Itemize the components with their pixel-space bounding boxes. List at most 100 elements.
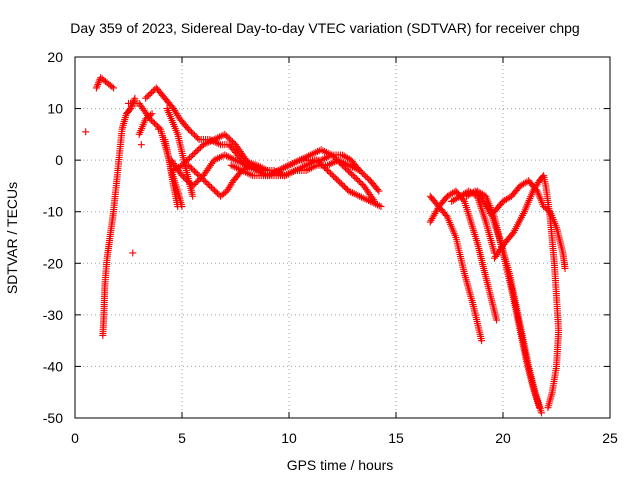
data-point (189, 130, 197, 138)
data-point (183, 176, 191, 184)
data-point (362, 172, 370, 180)
data-point (339, 181, 347, 189)
data-point (348, 170, 356, 178)
data-point (235, 158, 243, 166)
data-point (312, 148, 320, 156)
data-point (192, 133, 200, 141)
data-point (370, 199, 378, 207)
data-point (247, 171, 255, 179)
data-point (327, 169, 335, 177)
data-point-isolated (82, 128, 90, 136)
data-point (142, 94, 150, 102)
x-tick-label: 20 (495, 430, 511, 446)
data-point (181, 158, 189, 166)
data-point (361, 195, 369, 203)
data-point-isolated (129, 249, 137, 257)
data-point (337, 180, 345, 188)
data-point (360, 171, 368, 179)
data-point (228, 138, 236, 146)
x-tick-label: 5 (178, 430, 186, 446)
data-point (348, 189, 356, 197)
data-point (231, 163, 239, 171)
data-point (561, 264, 569, 272)
data-point (208, 136, 216, 144)
data-point (189, 166, 197, 174)
data-point (150, 119, 158, 127)
y-tick-label: -50 (43, 410, 63, 426)
data-point (148, 110, 156, 118)
data-point (280, 164, 288, 172)
data-point (290, 167, 298, 175)
data-point (346, 169, 354, 177)
data-point (544, 404, 552, 412)
data-point (254, 164, 262, 172)
data-point (146, 90, 154, 98)
data-point (143, 93, 151, 101)
data-point (258, 166, 266, 174)
data-point (227, 136, 235, 144)
data-point (252, 163, 260, 171)
data-point (149, 118, 157, 126)
data-point (178, 203, 186, 211)
data-point (355, 178, 363, 186)
data-point (192, 148, 200, 156)
data-point (224, 133, 232, 141)
data-point (194, 134, 202, 142)
data-point (340, 183, 348, 191)
data-point (375, 202, 383, 210)
data-point (110, 84, 118, 92)
data-point (210, 186, 218, 194)
data-point (295, 165, 303, 173)
data-point (187, 152, 195, 160)
data-point (184, 125, 192, 133)
x-tick-label: 0 (71, 430, 79, 446)
data-point (336, 178, 344, 186)
data-point (338, 158, 346, 166)
data-point (327, 160, 335, 168)
data-point (225, 135, 233, 143)
data-point (319, 162, 327, 170)
data-point (196, 144, 204, 152)
data-point (187, 128, 195, 136)
data-point (94, 81, 102, 89)
data-point (209, 185, 217, 193)
data-point (197, 173, 205, 181)
data-point (331, 174, 339, 182)
data-point (148, 88, 156, 96)
x-tick-label: 15 (388, 430, 404, 446)
data-point (300, 162, 308, 170)
data-point (95, 79, 103, 87)
data-point (281, 172, 289, 180)
data-point (221, 130, 229, 138)
data-point (283, 162, 291, 170)
x-tick-label: 10 (281, 430, 297, 446)
data-point (191, 131, 199, 139)
chart-title: Day 359 of 2023, Sidereal Day-to-day VTE… (70, 20, 579, 36)
data-point (285, 161, 293, 169)
data-point-isolated (137, 141, 145, 149)
data-point (212, 188, 220, 196)
data-point (352, 175, 360, 183)
data-point (324, 166, 332, 174)
data-point (328, 171, 336, 179)
data-point (365, 197, 373, 205)
data-point (213, 189, 221, 197)
data-point (181, 175, 189, 183)
data-point (359, 169, 367, 177)
data-point (200, 176, 208, 184)
data-point (204, 180, 212, 188)
data-point (183, 157, 191, 165)
y-axis-label: SDTVAR / TECUs (4, 182, 20, 294)
data-point (186, 179, 194, 187)
data-point (206, 182, 214, 190)
data-point (334, 177, 342, 185)
data-point (189, 192, 197, 200)
data-point (325, 168, 333, 176)
data-point (374, 186, 382, 194)
data-point (180, 160, 188, 168)
data-point (215, 140, 223, 148)
data-point (322, 165, 330, 173)
data-point (154, 122, 162, 130)
data-markers (82, 74, 569, 417)
data-point (146, 111, 154, 119)
